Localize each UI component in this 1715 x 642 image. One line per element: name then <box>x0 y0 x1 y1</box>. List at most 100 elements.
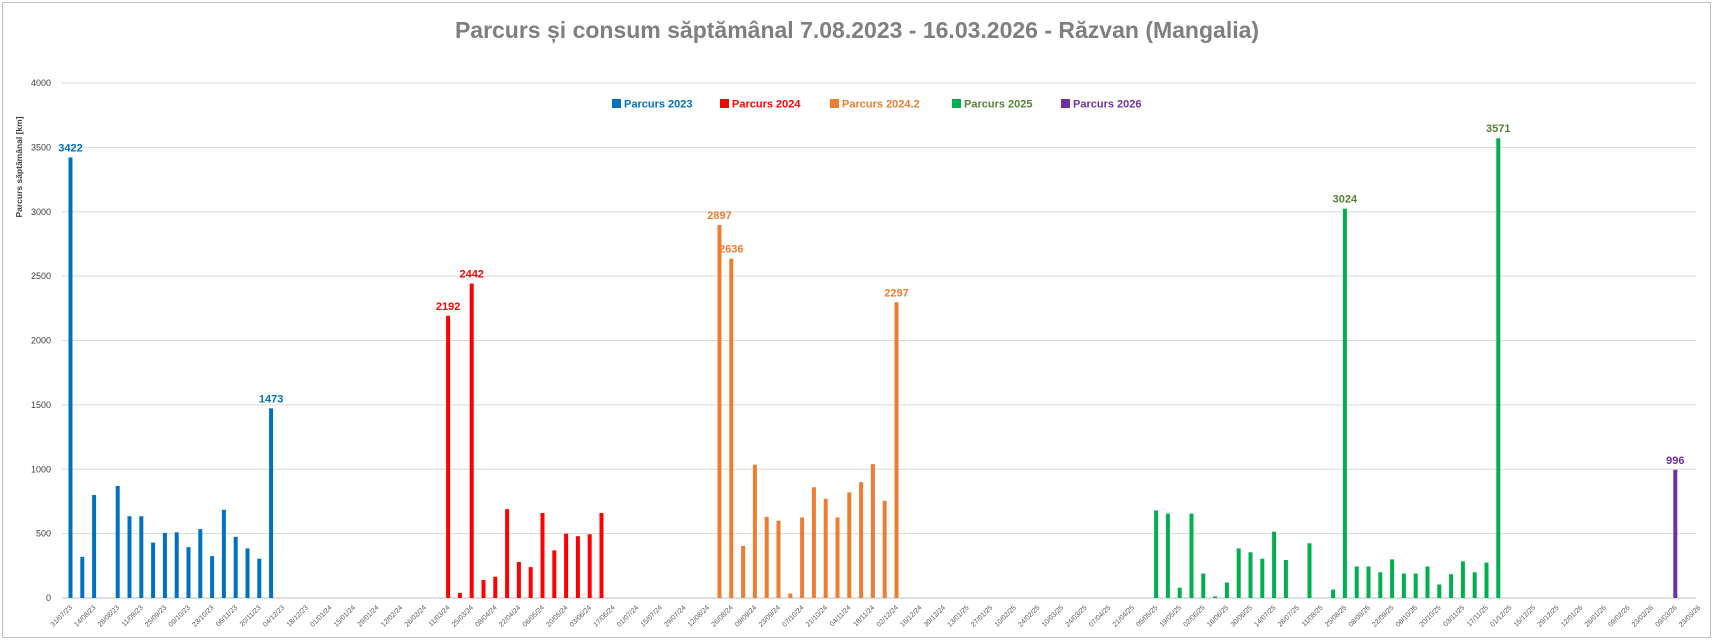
y-tick-label: 0 <box>46 593 51 603</box>
y-axis-label: Parcurs săptămânal [km] <box>14 116 24 217</box>
bar <box>151 542 156 598</box>
x-tick-label: 26/02/24 <box>404 604 428 628</box>
bar <box>1165 513 1170 598</box>
bar <box>233 536 238 598</box>
x-tick-label: 26/01/26 <box>1584 604 1608 628</box>
bar <box>847 492 852 598</box>
bar <box>1342 208 1347 598</box>
bar <box>729 258 734 598</box>
data-label: 2192 <box>436 301 460 313</box>
y-tick-label: 1500 <box>31 400 51 410</box>
bar <box>800 517 805 598</box>
bar <box>68 157 73 599</box>
y-tick-label: 3000 <box>31 207 51 217</box>
bar <box>1496 138 1501 598</box>
data-label: 996 <box>1666 455 1684 467</box>
x-tick-label: 23/10/23 <box>191 604 215 628</box>
y-tick-label: 4000 <box>31 78 51 88</box>
x-tick-label: 10/03/25 <box>1041 604 1065 628</box>
bar <box>457 592 462 598</box>
bar <box>1189 513 1194 598</box>
y-tick-label: 2000 <box>31 336 51 346</box>
x-tick-label: 12/01/26 <box>1560 604 1584 628</box>
x-tick-label: 11/03/24 <box>428 604 452 628</box>
x-tick-label: 12/08/24 <box>687 604 711 628</box>
x-tick-label: 23/03/26 <box>1678 604 1702 628</box>
x-tick-label: 15/12/25 <box>1513 604 1537 628</box>
data-labels: 3422 1473 2192 2442 2897 2636 2297 3024 3571 996 <box>58 123 1684 467</box>
x-tick-label: 23/09/24 <box>758 604 782 628</box>
bar <box>198 529 203 598</box>
y-tick-label: 1000 <box>31 464 51 474</box>
x-tick-label: 06/05/24 <box>522 604 546 628</box>
data-label: 2897 <box>707 210 731 222</box>
bar <box>1331 589 1336 598</box>
x-tick-label: 06/10/25 <box>1395 604 1419 628</box>
bar <box>446 315 451 598</box>
bar <box>859 482 864 598</box>
bar <box>1236 548 1241 598</box>
x-tick-label: 13/01/25 <box>946 604 970 628</box>
x-tick-label: 09/09/24 <box>734 604 758 628</box>
x-tick-label: 29/07/24 <box>663 604 687 628</box>
x-tick-label: 28/07/25 <box>1277 604 1301 628</box>
x-tick-label: 11/08/25 <box>1301 604 1325 628</box>
bar <box>92 495 97 598</box>
x-tick-label: 15/01/24 <box>333 604 357 628</box>
x-tick-label: 01/07/24 <box>616 604 640 628</box>
bar <box>599 513 604 598</box>
data-label: 3024 <box>1333 194 1358 206</box>
bar <box>469 283 474 598</box>
chart-title: Parcurs și consum săptămânal 7.08.2023 -… <box>455 17 1259 44</box>
x-tick-label: 21/10/24 <box>805 604 829 628</box>
data-label: 2636 <box>719 244 743 256</box>
x-tick-label: 14/07/25 <box>1253 604 1277 628</box>
x-tick-label: 01/12/25 <box>1489 604 1513 628</box>
x-axis-ticks: 31/07/23 14/08/23 28/08/23 11/09/23 25/09/23… <box>50 604 1703 628</box>
x-tick-label: 22/04/24 <box>498 604 522 628</box>
x-tick-label: 15/07/24 <box>640 604 664 628</box>
x-tick-label: 12/02/24 <box>380 604 404 628</box>
bar <box>115 485 120 598</box>
bar <box>1213 596 1218 598</box>
bar <box>1484 562 1489 598</box>
x-tick-label: 06/11/23 <box>215 604 239 628</box>
data-label: 3571 <box>1486 123 1510 135</box>
data-label: 3422 <box>58 142 82 154</box>
bar <box>1673 469 1678 598</box>
bar <box>1248 552 1253 598</box>
legend-entry: Parcurs 2024.2 <box>842 99 920 111</box>
legend-entry: Parcurs 2025 <box>964 99 1033 111</box>
bar <box>1413 573 1418 598</box>
y-tick-label: 500 <box>36 529 51 539</box>
bar <box>587 534 592 598</box>
bars <box>68 138 1678 599</box>
bar <box>1307 543 1312 598</box>
bar <box>1437 584 1442 598</box>
bar <box>882 500 887 598</box>
bar <box>764 516 769 598</box>
x-tick-label: 27/01/25 <box>970 604 994 628</box>
x-tick-label: 23/02/26 <box>1631 604 1655 628</box>
legend-swatch <box>612 99 621 108</box>
x-tick-label: 20/10/25 <box>1418 604 1442 628</box>
bar <box>1201 573 1206 598</box>
bar <box>186 547 191 598</box>
bar <box>127 516 132 598</box>
bar <box>788 593 793 598</box>
x-tick-label: 04/12/23 <box>262 604 286 628</box>
bar <box>1224 582 1229 598</box>
x-tick-label: 20/05/24 <box>545 604 569 628</box>
bar <box>835 517 840 598</box>
bar <box>505 509 510 598</box>
bar <box>1354 566 1359 598</box>
x-tick-label: 29/12/25 <box>1536 604 1560 628</box>
x-tick-label: 14/08/23 <box>73 604 97 628</box>
bar <box>1154 510 1159 598</box>
x-tick-label: 02/12/24 <box>876 604 900 628</box>
x-tick-label: 08/09/25 <box>1348 604 1372 628</box>
legend-entry: Parcurs 2023 <box>624 99 693 111</box>
x-tick-label: 16/12/24 <box>899 604 923 628</box>
bar <box>210 556 215 598</box>
